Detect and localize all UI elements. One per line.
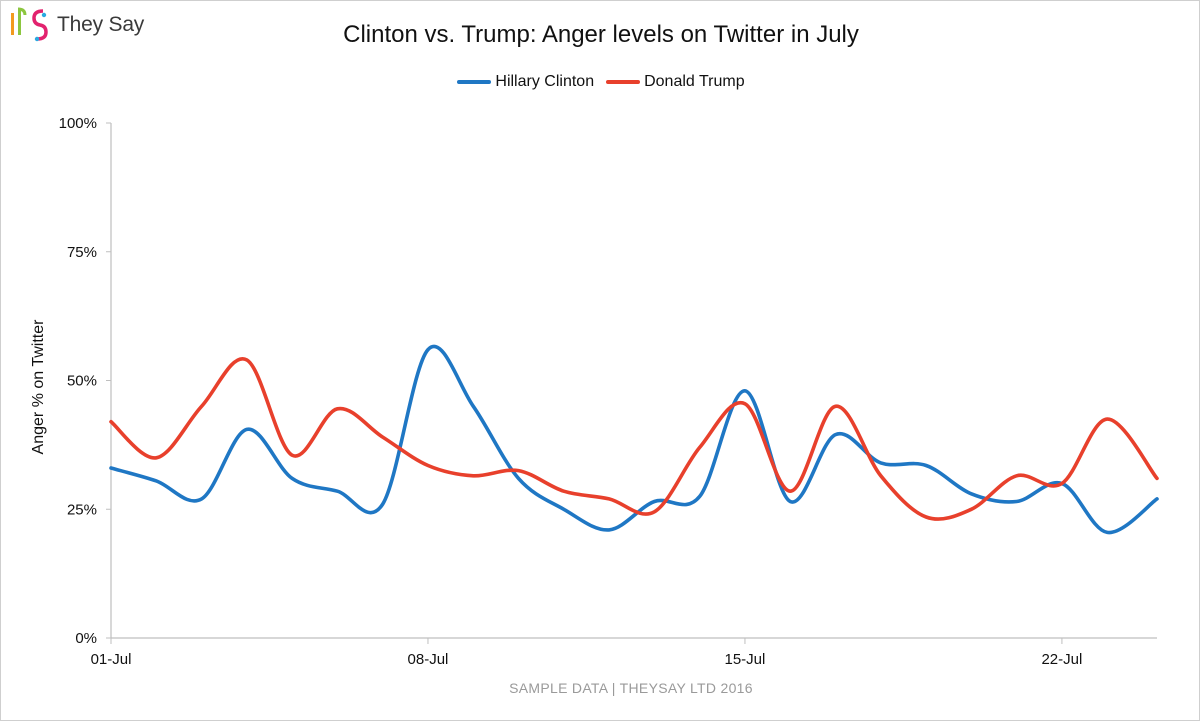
x-tick-label: 22-Jul <box>1041 651 1082 668</box>
series-line-clinton <box>109 344 1159 535</box>
brand-logo: They Say <box>9 7 144 43</box>
theysay-logo-icon <box>11 7 48 42</box>
series-line-trump <box>109 357 1159 521</box>
x-tick-label: 01-Jul <box>91 651 132 668</box>
y-tick-label: 100% <box>59 115 97 132</box>
brand-name: They Say <box>57 13 145 36</box>
y-tick-label: 0% <box>75 630 97 647</box>
x-tick-label: 08-Jul <box>408 651 449 668</box>
chart-title: Clinton vs. Trump: Anger levels on Twitt… <box>343 21 859 48</box>
legend-item-clinton[interactable]: Hillary Clinton <box>457 73 594 91</box>
y-tick-label: 25% <box>67 501 97 518</box>
legend-label-clinton: Hillary Clinton <box>495 73 595 90</box>
chart-legend: Hillary Clinton Donald Trump <box>1 73 1200 91</box>
y-tick-label: 75% <box>67 244 97 261</box>
x-tick-label: 15-Jul <box>725 651 766 668</box>
y-tick-label: 50% <box>67 373 97 390</box>
legend-swatch-clinton <box>457 80 492 84</box>
legend-swatch-trump <box>606 80 641 84</box>
legend-label-trump: Donald Trump <box>644 73 745 90</box>
legend-item-trump[interactable]: Donald Trump <box>606 73 745 91</box>
footer-note: SAMPLE DATA | THEYSAY LTD 2016 <box>509 680 753 696</box>
